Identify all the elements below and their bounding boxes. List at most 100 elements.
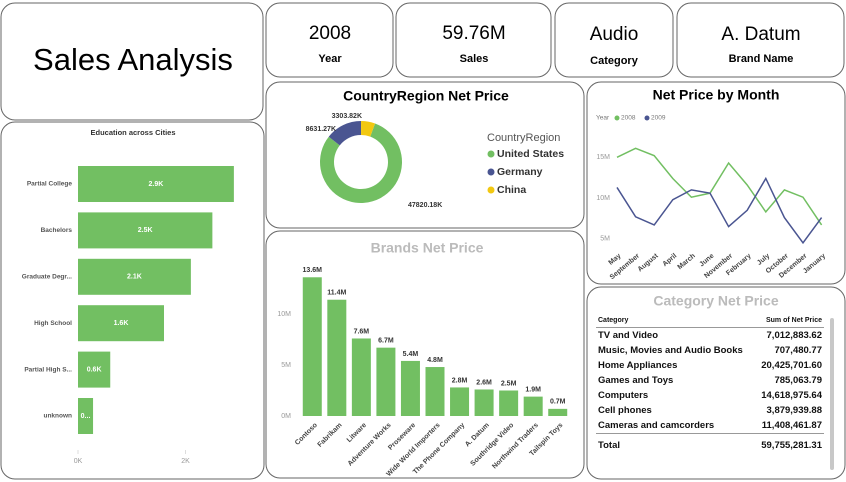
data-label: 2.9K [149, 181, 164, 188]
legend-label: Germany [497, 166, 543, 178]
row: Cell phones 3,879,939.88 [596, 403, 824, 418]
data-label: 0.7M [550, 399, 566, 406]
data-label: 13.6M [303, 267, 323, 274]
cell: Cell phones [598, 405, 652, 416]
x-tick-label: 2K [181, 458, 190, 465]
bar [474, 389, 494, 416]
y-tick-label: unknown [43, 413, 72, 420]
panel [395, 2, 552, 78]
bar [78, 351, 111, 388]
data-label: 1.9M [525, 386, 541, 393]
header-row: Category Sum of Net Price [596, 314, 824, 328]
legend-label: 2009 [651, 115, 666, 122]
page-title: Sales Analysis [33, 42, 233, 77]
data-label: 1.6K [114, 320, 129, 327]
panel [0, 121, 265, 480]
cell: 11,408,461.87 [761, 420, 822, 431]
card-label: Year [318, 53, 342, 65]
cell: TV and Video [598, 330, 659, 341]
bar [78, 398, 94, 434]
legend-marker [487, 186, 495, 194]
cell: 785,063.79 [774, 375, 822, 386]
chart-title: CountryRegion Net Price [343, 88, 509, 104]
legend-marker [644, 115, 650, 121]
cell: Home Appliances [598, 360, 678, 371]
line [616, 147, 823, 226]
panel [0, 2, 264, 121]
panel [265, 2, 394, 78]
y-tick-label: Bachelors [41, 227, 73, 234]
row: Cameras and camcorders 11,408,461.87 [596, 418, 824, 434]
line [616, 176, 823, 245]
cell: Games and Toys [598, 375, 674, 386]
data-label: 47820.18K [408, 202, 442, 209]
card-label: Brand Name [729, 53, 794, 65]
bar [523, 396, 543, 416]
column-header: Sum of Net Price [754, 314, 824, 328]
scrollbar[interactable] [830, 318, 834, 470]
y-tick-label: High School [34, 320, 72, 327]
data-label: 7.6M [354, 328, 370, 335]
bar [376, 347, 396, 416]
card-value: 59.76M [442, 23, 505, 44]
data-label: 11.4M [327, 290, 346, 297]
cell: Cameras and camcorders [598, 420, 715, 431]
bar [78, 166, 234, 202]
bar [78, 258, 191, 295]
bar [351, 338, 371, 416]
donut-slice [319, 123, 402, 203]
y-tick-label: 10M [596, 195, 610, 202]
grid: Category Sum of Net Price TV and Video 7,01… [596, 314, 824, 453]
data-label: 2.5M [501, 380, 517, 387]
data-label: 2.6M [476, 379, 492, 386]
card-label: Category [590, 55, 639, 67]
legend-label: United States [497, 148, 564, 160]
bar [78, 305, 164, 342]
bar [548, 408, 568, 416]
cell: Total [596, 433, 755, 453]
data-label: 4.8M [427, 357, 443, 364]
bar [499, 390, 519, 416]
y-tick-label: 5M [600, 236, 610, 243]
cell: 3,879,939.88 [766, 405, 822, 416]
panel [586, 286, 846, 480]
chart-title: Education across Cities [90, 128, 175, 137]
data-label: 2.1K [127, 274, 142, 281]
bar [425, 367, 445, 416]
bar [400, 360, 420, 416]
legend-title: Year [596, 115, 610, 122]
data-label: 6.7M [378, 338, 394, 345]
legend-marker [487, 168, 495, 176]
data-label: 3303.82K [332, 113, 362, 120]
panel [676, 2, 845, 78]
cell: Computers [598, 390, 649, 401]
cell: 14,618,975.64 [761, 390, 822, 401]
row: Games and Toys 785,063.79 [596, 373, 824, 388]
data-label: 0... [81, 413, 91, 420]
cell: 59,755,281.31 [754, 433, 824, 453]
legend-label: China [497, 184, 526, 196]
chart-title: Brands Net Price [371, 240, 484, 256]
chart-title: Net Price by Month [653, 87, 780, 103]
card-label: Sales [460, 53, 489, 65]
cell: 7,012,883.62 [766, 330, 822, 341]
row: TV and Video 7,012,883.62 [596, 328, 824, 344]
bar [327, 299, 347, 416]
cell: 20,425,701.60 [761, 360, 822, 371]
bar [302, 277, 322, 416]
row: Home Appliances 20,425,701.60 [596, 358, 824, 373]
legend-marker [614, 115, 620, 121]
panel [265, 230, 585, 479]
data-label: 0.6K [87, 366, 102, 373]
row: Computers 14,618,975.64 [596, 388, 824, 403]
y-tick-label: 15M [596, 154, 610, 161]
legend-label: 2008 [621, 115, 636, 122]
donut-slice [328, 121, 362, 146]
total-row: Total 59,755,281.31 [596, 433, 824, 453]
card-value: A. Datum [721, 24, 800, 45]
table-title: Category Net Price [653, 293, 778, 309]
x-tick-label: 0K [74, 458, 83, 465]
data-label: 8631.27K [306, 126, 336, 133]
data-label: 2.5K [138, 227, 153, 234]
